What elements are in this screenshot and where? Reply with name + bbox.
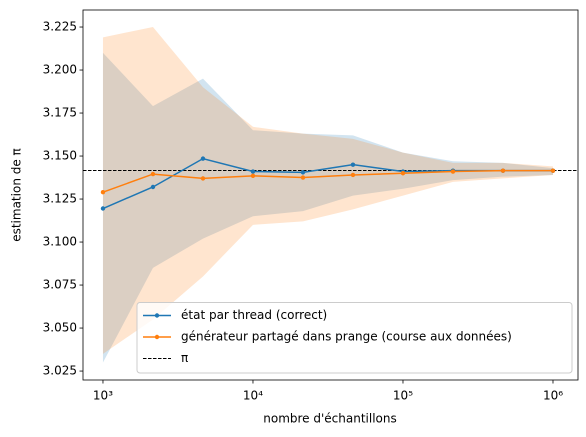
legend-box: [136, 302, 573, 374]
y-tick-label: 3.075: [43, 278, 77, 292]
x-tick-label: 10⁵: [393, 389, 413, 403]
point: [450, 169, 456, 174]
x-tick-label: 10³: [93, 389, 113, 403]
legend-label: générateur partagé dans prange (course a…: [181, 330, 512, 344]
series-line: [102, 169, 553, 193]
legend-marker: [154, 334, 160, 340]
point: [150, 184, 156, 190]
point: [400, 171, 406, 176]
point: [200, 156, 206, 161]
legend-marker: [154, 313, 160, 318]
legend: état par thread (correct) générateur part…: [136, 302, 573, 374]
y-tick-label: 3.150: [43, 149, 77, 163]
confidence-band: [102, 52, 553, 363]
point: [300, 175, 306, 180]
legend-label: état par thread (correct): [181, 308, 327, 322]
y-axis-label: estimation de π: [10, 148, 24, 242]
x-tick-label: 10⁶: [543, 389, 563, 403]
point: [500, 168, 506, 173]
y-tick-label: 3.225: [43, 20, 77, 34]
point: [550, 168, 556, 173]
legend-label: π: [181, 351, 188, 365]
y-tick-label: 3.200: [43, 63, 77, 77]
point: [100, 189, 106, 195]
plot-frame: [82, 9, 579, 381]
x-axis-label: nombre d'échantillons: [263, 412, 397, 426]
point: [100, 206, 106, 211]
point: [150, 171, 156, 177]
point: [300, 170, 306, 175]
y-tick-label: 3.100: [43, 235, 77, 249]
point: [250, 173, 256, 179]
point: [350, 172, 356, 178]
confidence-band: [102, 27, 553, 354]
y-tick-label: 3.175: [43, 106, 77, 120]
point: [200, 176, 206, 181]
x-tick-label: 10⁴: [243, 389, 263, 403]
point: [250, 169, 256, 174]
y-tick-label: 3.050: [43, 321, 77, 335]
y-tick-label: 3.125: [43, 192, 77, 206]
point: [350, 162, 356, 167]
y-tick-label: 3.025: [43, 364, 77, 378]
